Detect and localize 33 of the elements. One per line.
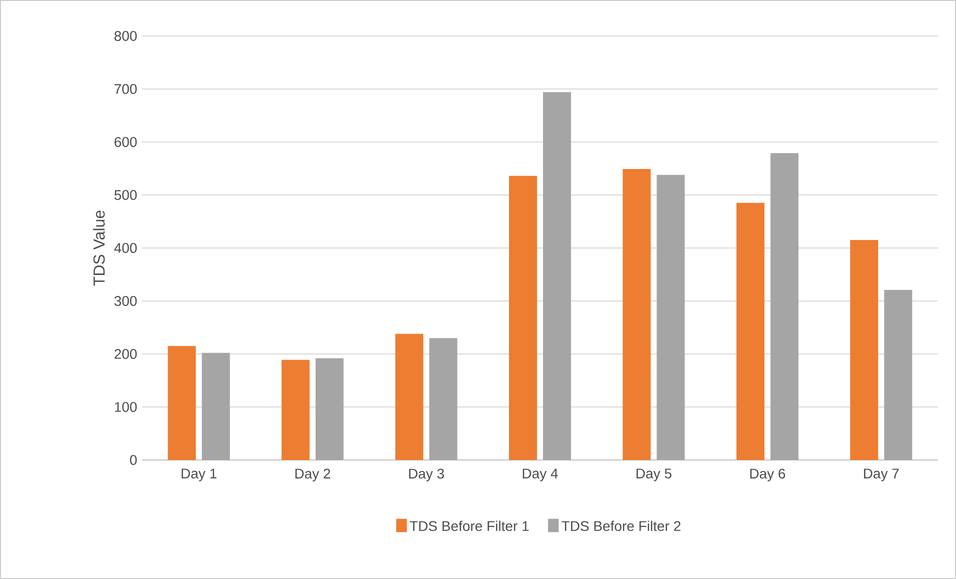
- x-tick-label: Day 4: [522, 468, 558, 482]
- bar: [282, 360, 310, 460]
- bar: [884, 290, 912, 460]
- y-tick-label: 700: [114, 84, 137, 94]
- bar: [736, 202, 764, 460]
- y-tick-label: 0: [130, 455, 137, 465]
- y-tick-label: 100: [114, 402, 137, 412]
- bar: [770, 153, 798, 460]
- bar: [509, 176, 537, 460]
- legend-label: TDS Before Filter 2: [562, 520, 680, 532]
- bar: [622, 169, 651, 460]
- y-axis-title: TDS Value: [93, 210, 105, 286]
- x-tick-label: Day 1: [182, 468, 216, 482]
- y-tick-label: 500: [114, 190, 137, 200]
- bar: [202, 352, 230, 460]
- y-tick-label: 400: [114, 243, 137, 253]
- bar: [316, 358, 344, 460]
- bar: [543, 92, 572, 460]
- legend-label: TDS Before Filter 1: [410, 520, 529, 532]
- y-tick-label: 800: [114, 31, 137, 41]
- x-tick-label: Day 5: [636, 468, 672, 482]
- x-tick-label: Day 6: [750, 468, 786, 482]
- x-tick-label: Day 2: [295, 468, 330, 482]
- bar: [850, 240, 878, 460]
- bar: [429, 338, 458, 460]
- y-tick-label: 600: [114, 137, 137, 147]
- bar: [656, 174, 685, 460]
- x-tick-label: Day 3: [409, 468, 444, 482]
- y-tick-label: 200: [114, 349, 137, 359]
- bar: [168, 346, 196, 460]
- bar: [395, 334, 424, 460]
- y-tick-label: 300: [114, 296, 137, 306]
- x-tick-label: Day 7: [864, 468, 899, 482]
